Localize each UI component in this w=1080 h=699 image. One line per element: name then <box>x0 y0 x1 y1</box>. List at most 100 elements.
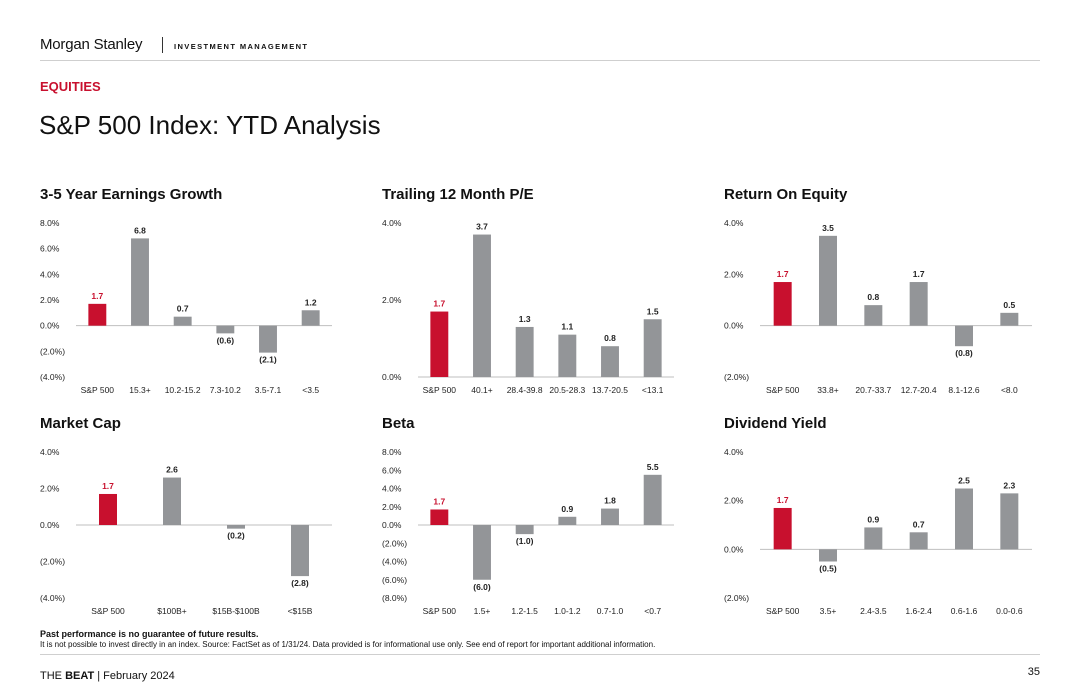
y-tick-label: (2.0%) <box>724 372 749 382</box>
bar <box>558 334 577 377</box>
data-label: 6.8 <box>134 225 146 235</box>
bar <box>227 525 245 529</box>
bar <box>909 282 928 326</box>
bar <box>216 325 235 334</box>
data-label: 0.7 <box>177 304 189 314</box>
data-label: (0.6) <box>217 335 235 345</box>
y-tick-label: 8.0% <box>382 447 402 457</box>
chart-title-beta: Beta <box>382 415 415 432</box>
y-tick-label: 0.0% <box>40 321 60 331</box>
y-tick-label: 6.0% <box>40 244 60 254</box>
y-tick-label: 4.0% <box>724 447 744 457</box>
data-label: 0.9 <box>561 504 573 514</box>
x-tick-label: 1.6-2.4 <box>905 606 932 616</box>
footer-rule <box>40 654 1040 655</box>
x-tick-label: 1.2-1.5 <box>511 606 538 616</box>
x-tick-label: <$15B <box>288 606 313 616</box>
data-label: 2.5 <box>958 476 970 486</box>
data-label: 3.5 <box>822 223 834 233</box>
data-label: (0.2) <box>227 531 245 541</box>
data-label: 1.7 <box>91 291 103 301</box>
bar <box>291 525 309 577</box>
x-tick-label: 1.0-1.2 <box>554 606 581 616</box>
data-label: 3.7 <box>476 222 488 232</box>
chart-title-pe: Trailing 12 Month P/E <box>382 186 534 203</box>
bar <box>864 305 883 326</box>
publication-date: | February 2024 <box>94 670 175 682</box>
chart-earnings-growth: 8.0% 6.0% 4.0% 2.0% 0.0% (2.0%) (4.0%) 1.7 S&P 5… <box>40 218 332 395</box>
bar <box>1000 312 1019 326</box>
y-tick-label: 4.0% <box>40 269 60 279</box>
x-tick-label: S&P 500 <box>766 606 800 616</box>
x-tick-label: 15.3+ <box>129 385 151 395</box>
division-name: INVESTMENT MANAGEMENT <box>174 42 309 51</box>
y-tick-label: (2.0%) <box>40 557 65 567</box>
data-label: (0.5) <box>819 564 837 574</box>
data-label: (1.0) <box>516 536 534 546</box>
bar-benchmark <box>773 507 792 550</box>
bar <box>515 525 534 535</box>
y-tick-label: (8.0%) <box>382 593 407 603</box>
x-tick-label: S&P 500 <box>423 385 457 395</box>
chart-title-market-cap: Market Cap <box>40 415 121 432</box>
bar-benchmark <box>430 311 449 377</box>
data-label: (2.8) <box>291 578 309 588</box>
bar <box>643 474 662 525</box>
data-label: 1.7 <box>433 299 445 309</box>
data-label: 1.7 <box>913 269 925 279</box>
data-label: 1.2 <box>305 297 317 307</box>
y-tick-label: 0.0% <box>40 520 60 530</box>
y-tick-label: 2.0% <box>40 295 60 305</box>
publication-name: BEAT <box>65 670 95 682</box>
bar <box>819 235 837 326</box>
x-tick-label: 33.8+ <box>817 385 839 395</box>
x-tick-label: S&P 500 <box>423 606 457 616</box>
bar <box>473 234 491 377</box>
y-tick-label: 2.0% <box>724 496 744 506</box>
x-tick-label: <13.1 <box>642 385 664 395</box>
logo-divider <box>162 37 163 53</box>
data-label: 0.9 <box>867 514 879 524</box>
data-label: (6.0) <box>473 582 491 592</box>
x-tick-label: <8.0 <box>1001 385 1018 395</box>
bar <box>173 316 192 326</box>
x-tick-label: 40.1+ <box>471 385 493 395</box>
bar <box>473 525 491 580</box>
bar <box>909 532 928 550</box>
data-label: 1.7 <box>777 269 789 279</box>
bar <box>643 319 662 377</box>
bar <box>558 516 577 525</box>
x-tick-label: 13.7-20.5 <box>592 385 628 395</box>
bar <box>1000 493 1019 550</box>
chart-beta: 8.0% 6.0% 4.0% 2.0% 0.0% (2.0%) (4.0%) (6.0%) (8… <box>382 447 674 616</box>
x-tick-label: 2.4-3.5 <box>860 606 887 616</box>
y-tick-label: 4.0% <box>382 484 402 494</box>
y-tick-label: (2.0%) <box>40 346 65 356</box>
x-tick-label: 12.7-20.4 <box>901 385 937 395</box>
chart-market-cap: 4.0% 2.0% 0.0% (2.0%) (4.0%) 1.7 S&P 500 2.6 $10… <box>40 447 332 616</box>
x-tick-label: 0.7-1.0 <box>597 606 624 616</box>
y-tick-label: (2.0%) <box>382 538 407 548</box>
x-tick-label: 3.5-7.1 <box>255 385 282 395</box>
chart-pe: 4.0% 2.0% 0.0% 1.7 S&P 500 3.7 40.1+ 1.3 28.4-39… <box>382 218 674 395</box>
bar-benchmark <box>430 509 449 525</box>
bar <box>819 549 837 562</box>
y-tick-label: 0.0% <box>724 321 744 331</box>
y-tick-label: 4.0% <box>724 218 744 228</box>
publication-prefix: THE <box>40 670 66 682</box>
y-tick-label: 0.0% <box>382 520 402 530</box>
x-tick-label: 0.0-0.6 <box>996 606 1023 616</box>
y-tick-label: (6.0%) <box>382 575 407 585</box>
y-tick-label: 2.0% <box>382 502 402 512</box>
y-tick-label: (4.0%) <box>382 557 407 567</box>
x-tick-label: 28.4-39.8 <box>507 385 543 395</box>
x-tick-label: S&P 500 <box>766 385 800 395</box>
bar <box>301 310 320 326</box>
y-tick-label: (2.0%) <box>724 593 749 603</box>
y-tick-label: 6.0% <box>382 465 402 475</box>
bar <box>163 477 181 525</box>
bar <box>864 527 883 550</box>
data-label: 1.5 <box>647 306 659 316</box>
x-tick-label: $15B-$100B <box>212 606 260 616</box>
y-tick-label: (4.0%) <box>40 372 65 382</box>
